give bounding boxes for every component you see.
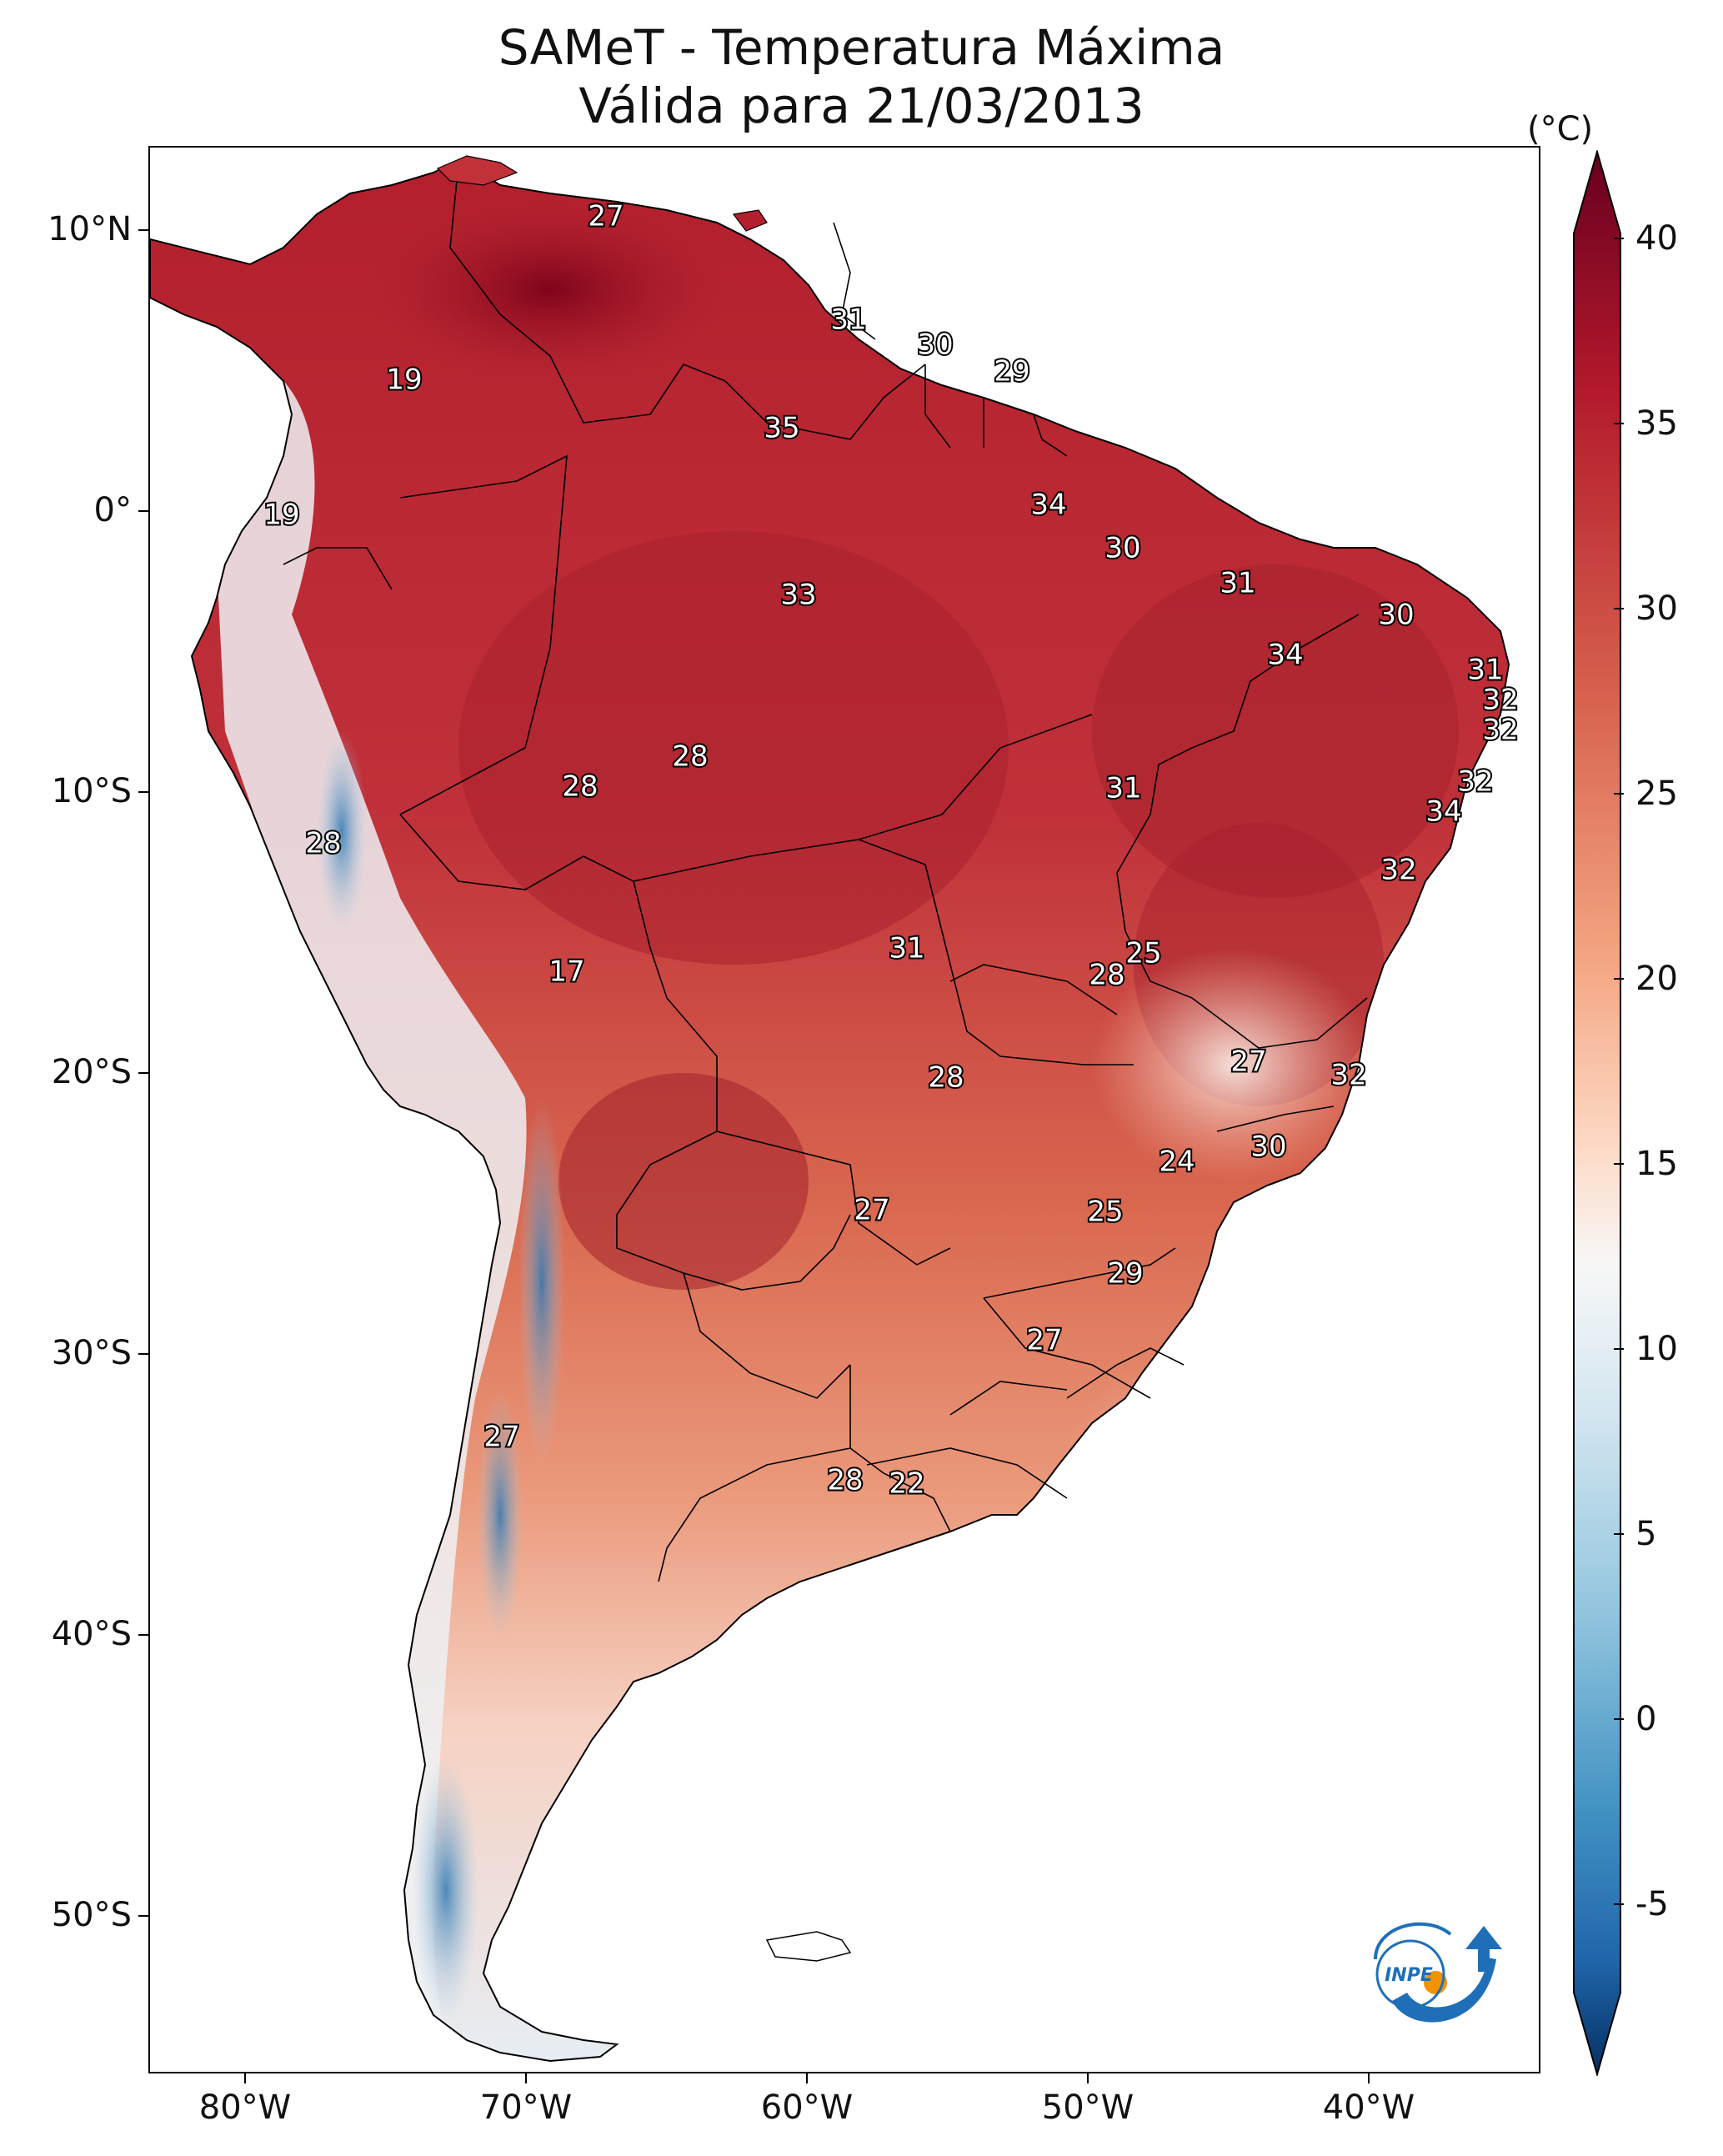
lon-label-70w: 70°W bbox=[479, 2088, 573, 2127]
contour-label: 30 bbox=[917, 328, 953, 362]
colorbar-label-30: 30 bbox=[1635, 589, 1678, 628]
contour-labels: 27 31 30 29 19 35 34 19 30 33 31 30 34 3… bbox=[262, 198, 1520, 1502]
falkland-islands bbox=[765, 1931, 852, 1962]
colorbar-tick bbox=[1614, 1718, 1624, 1720]
trinidad bbox=[732, 209, 768, 232]
contour-label: 27 bbox=[1230, 1045, 1266, 1079]
colorbar-tick bbox=[1614, 1348, 1624, 1350]
contour-label: 27 bbox=[483, 1421, 519, 1454]
contour-label: 32 bbox=[1380, 854, 1416, 887]
colorbar-tick bbox=[1614, 793, 1624, 795]
lat-tick bbox=[138, 510, 148, 512]
contour-label: 33 bbox=[780, 579, 816, 612]
colorbar-label-40: 40 bbox=[1635, 219, 1678, 258]
colorbar-tick bbox=[1614, 238, 1624, 239]
contour-label: 29 bbox=[1107, 1257, 1143, 1291]
lon-label-40w: 40°W bbox=[1322, 2088, 1415, 2127]
contour-label: 24 bbox=[1159, 1146, 1195, 1179]
contour-label: 32 bbox=[1330, 1059, 1366, 1092]
contour-label: 34 bbox=[1267, 639, 1303, 672]
contour-label: 30 bbox=[1250, 1131, 1286, 1164]
contour-label: 31 bbox=[1105, 772, 1141, 805]
contour-label: 19 bbox=[263, 499, 299, 532]
contour-label: 28 bbox=[1089, 959, 1124, 992]
lat-tick bbox=[138, 1915, 148, 1917]
contour-label: 28 bbox=[562, 770, 598, 804]
lat-tick bbox=[138, 1634, 148, 1636]
colorbar-tick bbox=[1614, 423, 1624, 424]
temperature-map: 27 31 30 29 19 35 34 19 30 33 31 30 34 3… bbox=[148, 146, 1540, 2073]
contour-label: 28 bbox=[305, 827, 341, 860]
contour-label: 34 bbox=[1425, 795, 1461, 829]
contour-label: 27 bbox=[854, 1194, 889, 1227]
lat-tick bbox=[138, 791, 148, 793]
contour-label: 32 bbox=[1482, 714, 1518, 747]
contour-label: 29 bbox=[994, 355, 1029, 389]
lon-tick bbox=[1087, 2073, 1089, 2083]
lon-label-50w: 50°W bbox=[1041, 2088, 1134, 2127]
lat-tick bbox=[138, 1353, 148, 1355]
contour-label: 28 bbox=[928, 1061, 964, 1095]
contour-label: 28 bbox=[672, 740, 708, 774]
caribbean-islands bbox=[436, 155, 518, 186]
contour-label: 31 bbox=[830, 303, 866, 337]
lon-label-80w: 80°W bbox=[198, 2088, 292, 2127]
lat-label-50s: 50°S bbox=[51, 1896, 132, 1934]
lat-label-10s: 10°S bbox=[51, 772, 132, 810]
contour-label: 27 bbox=[1026, 1324, 1062, 1357]
colorbar-label-15: 15 bbox=[1635, 1145, 1678, 1183]
contour-label: 25 bbox=[1125, 937, 1161, 970]
lat-tick bbox=[138, 229, 148, 231]
contour-label: 30 bbox=[1378, 599, 1414, 632]
contour-label: 32 bbox=[1482, 684, 1518, 717]
contour-label: 32 bbox=[1457, 765, 1493, 799]
contour-label: 19 bbox=[386, 364, 422, 397]
contour-label: 25 bbox=[1087, 1196, 1123, 1229]
colorbar-label-5: 5 bbox=[1635, 1515, 1657, 1553]
lon-tick bbox=[525, 2073, 527, 2083]
lat-label-30s: 30°S bbox=[51, 1334, 132, 1372]
lon-tick bbox=[1368, 2073, 1370, 2083]
colorbar bbox=[1573, 150, 1621, 2076]
contour-label: 31 bbox=[1467, 654, 1503, 687]
inpe-logo: INPE bbox=[1374, 1922, 1502, 2023]
colorbar-tick bbox=[1614, 1163, 1624, 1165]
contour-label: 35 bbox=[764, 412, 799, 445]
lat-label-0: 0° bbox=[93, 491, 132, 529]
colorbar-label-10: 10 bbox=[1635, 1330, 1678, 1368]
colorbar-tick bbox=[1614, 608, 1624, 609]
map-title: SAMeT - Temperatura Máxima bbox=[498, 19, 1225, 76]
contour-label: 34 bbox=[1030, 489, 1066, 522]
lat-label-10n: 10°N bbox=[48, 210, 132, 248]
contour-label: 30 bbox=[1104, 532, 1140, 565]
colorbar-label-25: 25 bbox=[1635, 775, 1678, 813]
contour-label: 31 bbox=[889, 932, 924, 965]
colorbar-tick bbox=[1614, 978, 1624, 980]
contour-label: 31 bbox=[1220, 567, 1255, 600]
temperature-field bbox=[150, 164, 1509, 2061]
lon-tick bbox=[806, 2073, 808, 2083]
colorbar-tick bbox=[1614, 1533, 1624, 1535]
colorbar-tick bbox=[1614, 1903, 1624, 1905]
contour-label: 17 bbox=[548, 955, 584, 989]
contour-label: 28 bbox=[827, 1464, 863, 1497]
lat-tick bbox=[138, 1072, 148, 1074]
lat-label-20s: 20°S bbox=[51, 1053, 132, 1091]
inpe-logo-text: INPE bbox=[1385, 1965, 1433, 1986]
lon-label-60w: 60°W bbox=[760, 2088, 854, 2127]
country-borders bbox=[283, 163, 1368, 1582]
colorbar-label-20: 20 bbox=[1635, 960, 1678, 998]
lat-label-40s: 40°S bbox=[51, 1615, 132, 1653]
contour-label: 27 bbox=[588, 200, 624, 233]
colorbar-unit: (°C) bbox=[1527, 110, 1594, 148]
colorbar-label-35: 35 bbox=[1635, 404, 1678, 443]
colorbar-label-minus5: -5 bbox=[1635, 1885, 1669, 1923]
contour-label: 22 bbox=[889, 1467, 924, 1501]
lon-tick bbox=[244, 2073, 246, 2083]
map-subtitle: Válida para 21/03/2013 bbox=[579, 78, 1144, 134]
colorbar-label-0: 0 bbox=[1635, 1700, 1657, 1738]
